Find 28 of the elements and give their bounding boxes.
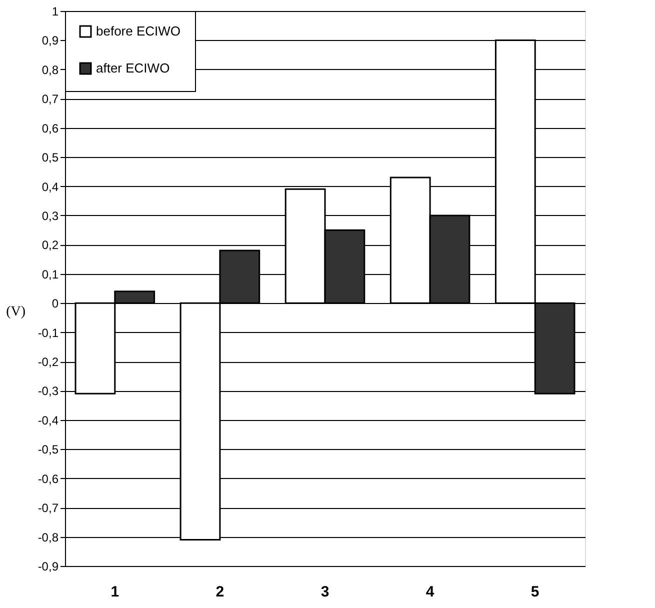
x-tick-label: 2 <box>216 584 224 600</box>
y-tick-label: 0,9 <box>42 34 59 48</box>
y-tick-label: 0,8 <box>42 62 59 77</box>
y-tick-label: -0,2 <box>38 355 59 370</box>
x-tick-label: 1 <box>110 584 120 600</box>
y-tick-label: 0,7 <box>42 92 59 106</box>
x-tick-label: 5 <box>530 584 540 600</box>
y-tick-label: 0,1 <box>42 267 59 282</box>
y-tick-label: -0,8 <box>38 530 59 544</box>
legend-label: before ECIWO <box>96 24 181 38</box>
y-tick-label: -0,7 <box>38 501 59 516</box>
y-tick-label: -0,1 <box>38 326 59 340</box>
y-tick-label: 0,5 <box>42 150 59 165</box>
y-tick-label: -0,9 <box>38 560 59 574</box>
y-axis-title: (V) <box>6 304 26 320</box>
y-tick-label: -0,6 <box>38 472 59 486</box>
y-tick-label: 0,2 <box>42 238 59 252</box>
y-tick-label: 0,3 <box>42 208 59 223</box>
y-tick-label: -0,5 <box>38 442 59 457</box>
x-tick-label: 4 <box>426 584 435 600</box>
y-tick-label: 0,4 <box>42 180 59 194</box>
y-tick-label: 0 <box>52 296 59 311</box>
y-tick-label: 0,6 <box>42 121 59 136</box>
y-tick-label: -0,4 <box>38 413 59 428</box>
y-tick-label: 1 <box>52 4 59 18</box>
legend-label: after ECIWO <box>96 60 170 76</box>
y-tick-label: -0,3 <box>38 384 59 398</box>
x-tick-label: 3 <box>320 584 330 600</box>
